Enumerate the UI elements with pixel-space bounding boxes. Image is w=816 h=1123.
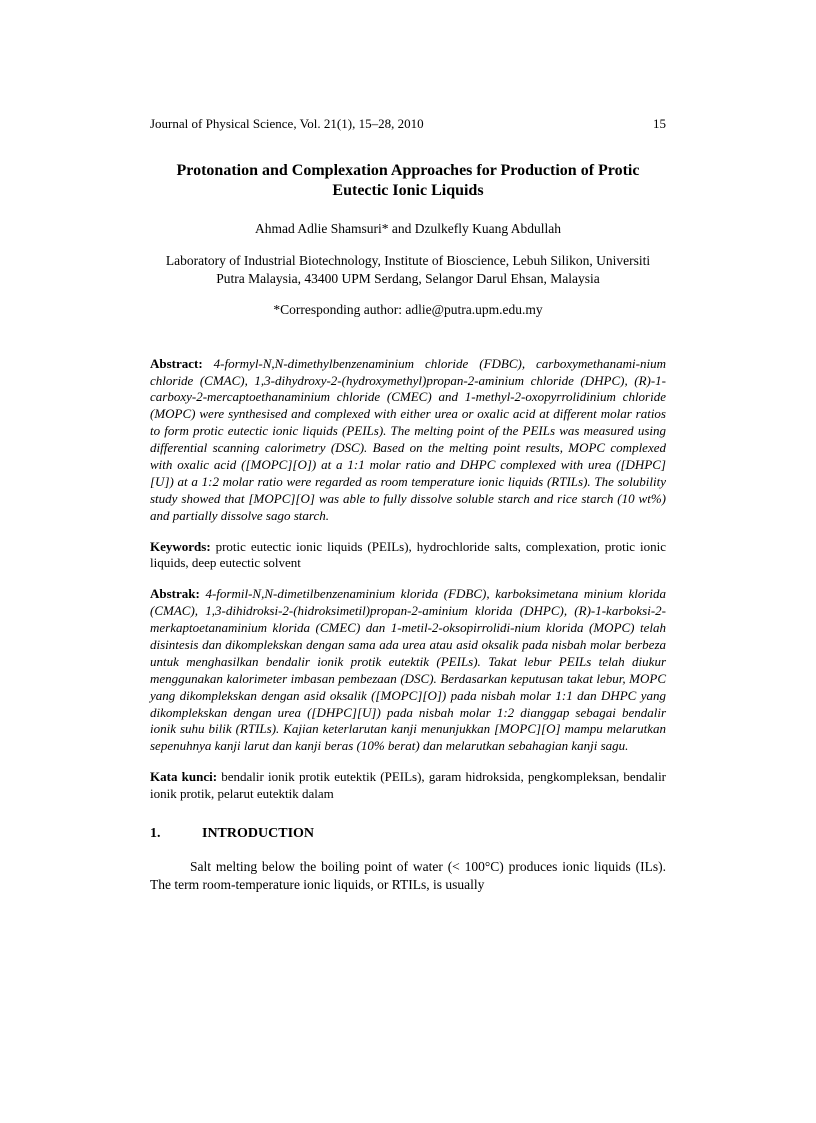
kata-kunci-text: bendalir ionik protik eutektik (PEILs), … — [150, 769, 666, 801]
keywords-malay: Kata kunci: bendalir ionik protik eutekt… — [150, 769, 666, 803]
abstract-malay: Abstrak: 4-formil-N,N-dimetilbenzenamini… — [150, 586, 666, 755]
journal-citation: Journal of Physical Science, Vol. 21(1),… — [150, 115, 424, 133]
keywords-label: Keywords: — [150, 539, 211, 554]
running-header: Journal of Physical Science, Vol. 21(1),… — [150, 115, 666, 133]
section-number: 1. — [150, 825, 202, 844]
introduction-paragraph: Salt melting below the boiling point of … — [150, 858, 666, 894]
affiliation: Laboratory of Industrial Biotechnology, … — [150, 252, 666, 287]
section-heading-introduction: 1.INTRODUCTION — [150, 825, 666, 844]
keywords-text: protic eutectic ionic liquids (PEILs), h… — [150, 539, 666, 571]
abstrak-text: 4-formil-N,N-dimetilbenzenaminium klorid… — [150, 586, 666, 753]
kata-kunci-label: Kata kunci: — [150, 769, 217, 784]
section-title: INTRODUCTION — [202, 826, 314, 841]
page-number: 15 — [653, 115, 666, 133]
keywords-english: Keywords: protic eutectic ionic liquids … — [150, 539, 666, 573]
abstract-english: Abstract: 4-formyl-N,N-dimethylbenzenami… — [150, 356, 666, 525]
corresponding-author: *Corresponding author: adlie@putra.upm.e… — [150, 301, 666, 319]
abstrak-label: Abstrak: — [150, 586, 200, 601]
abstract-label: Abstract: — [150, 356, 203, 371]
abstract-text: 4-formyl-N,N-dimethylbenzenaminium chlor… — [150, 356, 666, 523]
article-title: Protonation and Complexation Approaches … — [150, 161, 666, 203]
authors: Ahmad Adlie Shamsuri* and Dzulkefly Kuan… — [150, 220, 666, 238]
